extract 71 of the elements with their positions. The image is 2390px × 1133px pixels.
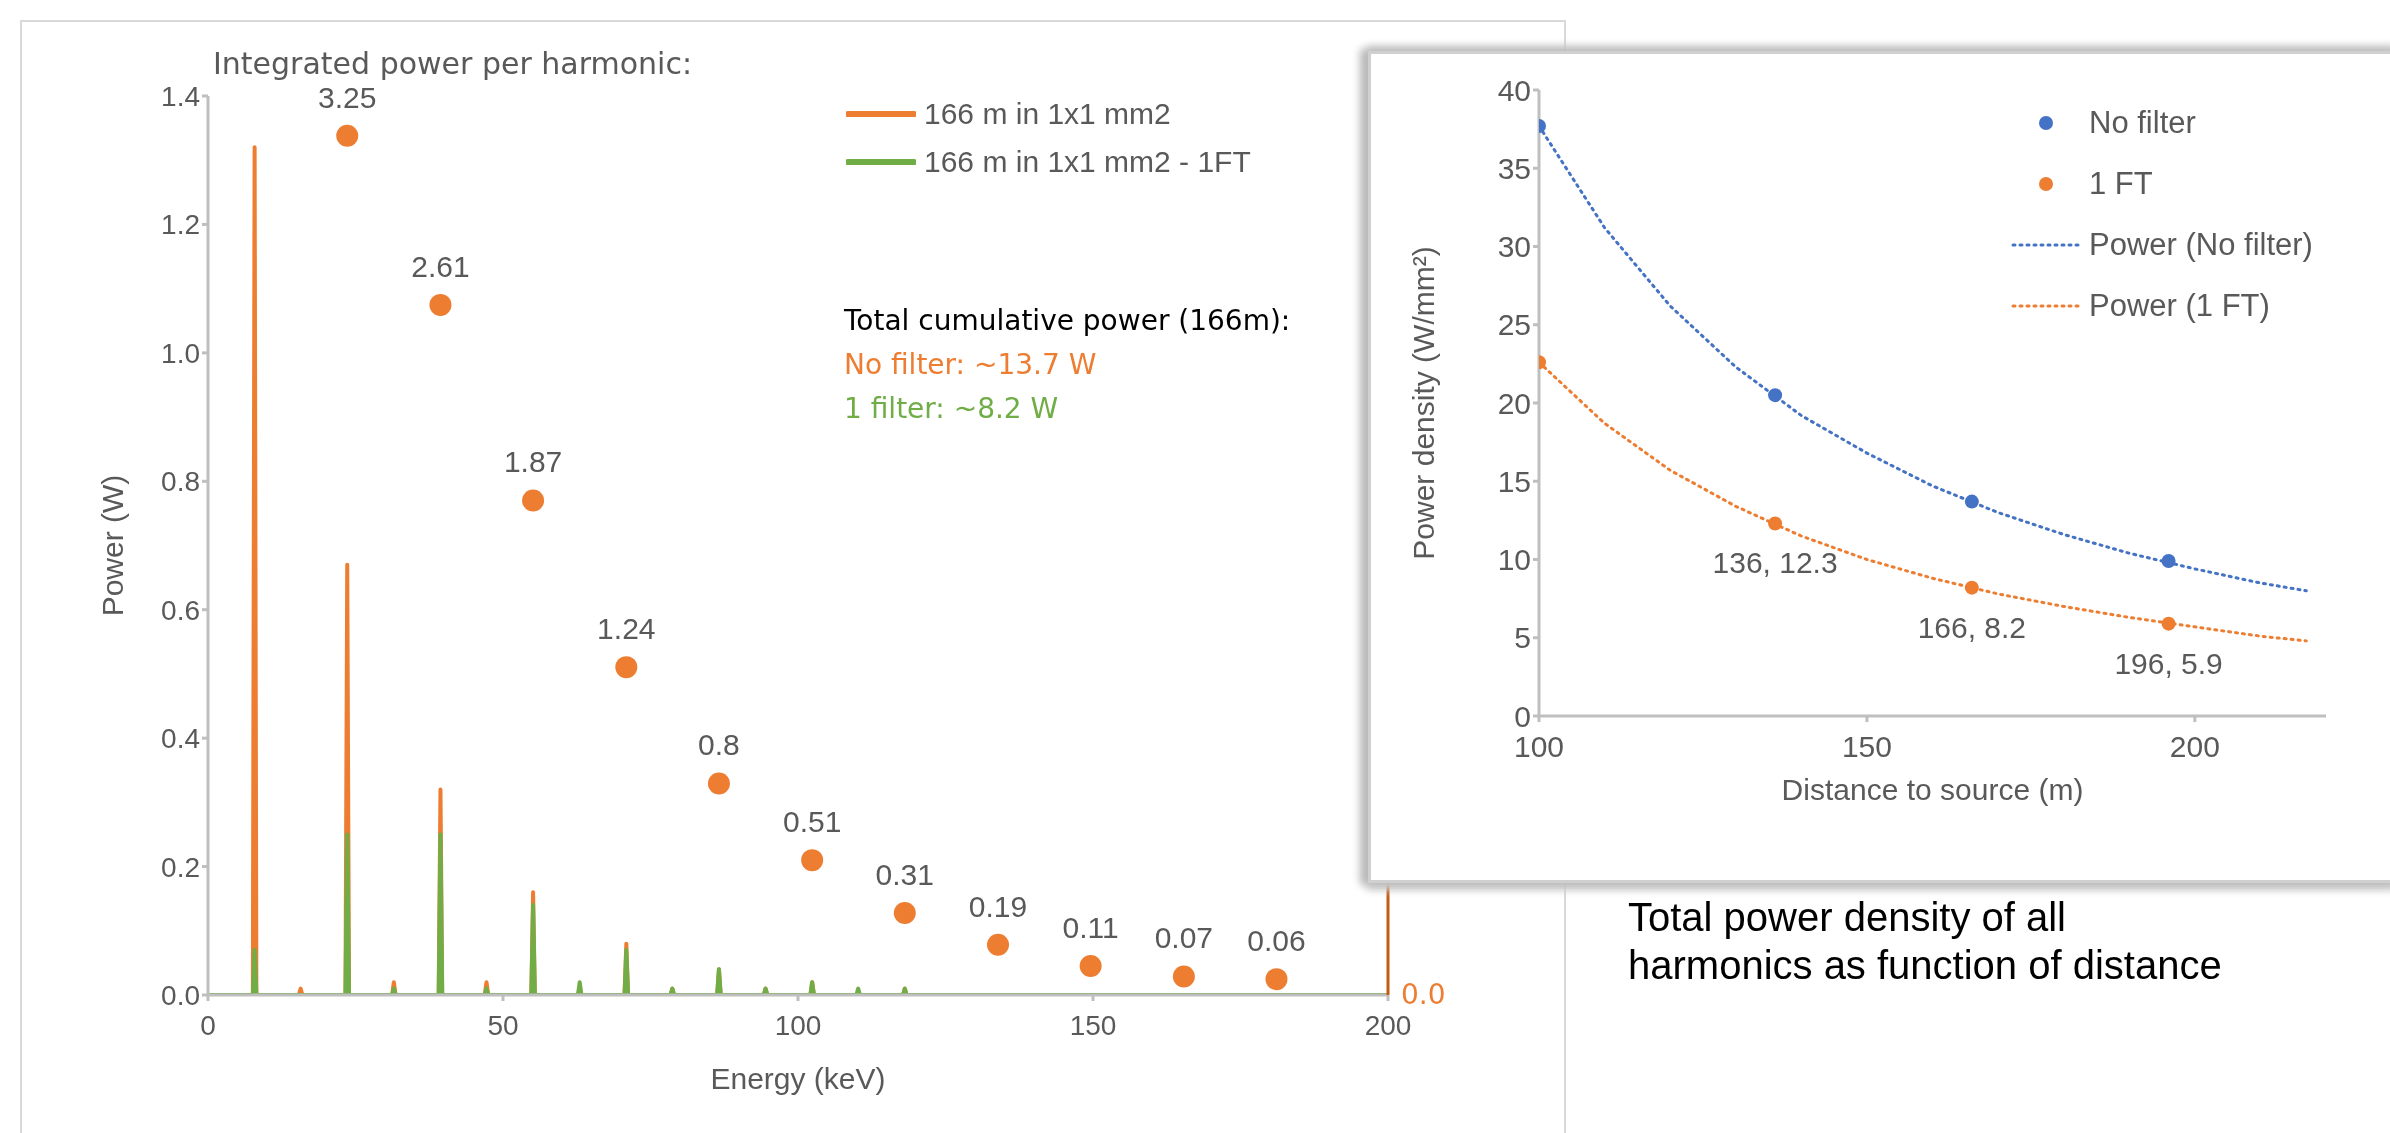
y-tick-label: 0.4: [161, 723, 200, 755]
point: [987, 933, 1010, 956]
data-label: 0.19: [968, 889, 1028, 923]
data-label: 0.8: [698, 728, 740, 762]
y-tick-label: 1.0: [161, 337, 200, 369]
point: [2161, 616, 2176, 631]
x-tick-label: 150: [1069, 1009, 1117, 1041]
data-label: 0.51: [782, 805, 842, 839]
y-tick-label: 20: [1497, 386, 1531, 420]
text: 0.0: [1401, 978, 1446, 1012]
point: [1265, 968, 1288, 991]
point: [1768, 388, 1783, 403]
point: [2161, 554, 2176, 569]
y-tick-label: 0: [1514, 699, 1531, 733]
data-label: 0.31: [875, 857, 934, 891]
data-label: 196, 5.9: [2114, 646, 2223, 680]
data-label: 2.61: [411, 249, 470, 283]
annotation: No filter: ~13.7 W: [844, 348, 1097, 382]
annotation: Total cumulative power (166m):: [844, 304, 1291, 338]
x-tick-label: 150: [1841, 730, 1892, 764]
annotation: 1 filter: ~8.2 W: [844, 392, 1059, 426]
y-tick-label: 1.4: [161, 80, 200, 112]
data-label: 1.87: [503, 445, 563, 479]
data-label: 0.07: [1154, 921, 1214, 955]
y-tick-label: 0.0: [161, 979, 200, 1011]
x-tick-label: 200: [1364, 1009, 1412, 1041]
point: [1768, 516, 1783, 531]
y-axis-title: Power (W): [95, 474, 129, 617]
point: [801, 849, 824, 872]
point: [522, 489, 545, 512]
data-label: 3.25: [318, 80, 377, 114]
y-tick-label: 1.2: [161, 209, 200, 241]
y-tick-label: 0.6: [161, 594, 200, 626]
data-label: 1.24: [597, 612, 656, 646]
text: Total power density of all harmonics as function of distance: [1628, 894, 2223, 989]
point: [429, 293, 452, 316]
y-tick-label: 0.8: [161, 466, 200, 498]
y-tick-label: 15: [1497, 464, 1531, 498]
legend-label: Power (1 FT): [2089, 287, 2270, 324]
point: [615, 656, 638, 679]
data-label: 166, 8.2: [1917, 610, 2027, 644]
x-axis-title: Energy (keV): [710, 1062, 886, 1095]
legend-label: 166 m in 1x1 mm2: [924, 97, 1171, 131]
text: Integrated power per harmonic:: [213, 46, 693, 82]
y-tick-label: 5: [1514, 621, 1531, 655]
y-tick-label: 10: [1497, 543, 1531, 577]
legend-label: 166 m in 1x1 mm2 - 1FT: [924, 145, 1251, 179]
data-label: 0.06: [1247, 924, 1306, 958]
y-axis-title: Power density (W/mm²): [1406, 246, 1440, 560]
data-label: 0.11: [1062, 910, 1119, 944]
legend-label: Power (No filter): [2089, 226, 2313, 263]
data-label: 136, 12.3: [1712, 546, 1838, 580]
point: [1964, 580, 1979, 595]
y-tick-label: 25: [1497, 308, 1531, 342]
point: [893, 902, 916, 925]
point: [707, 772, 730, 795]
point: [1172, 965, 1195, 988]
x-axis-title: Distance to source (m): [1781, 773, 2084, 806]
point: [1964, 494, 1979, 509]
x-tick-label: 50: [487, 1009, 519, 1041]
y-tick-label: 35: [1497, 151, 1531, 185]
point: [1079, 954, 1102, 977]
x-tick-label: 100: [774, 1009, 822, 1041]
point: [336, 124, 359, 147]
y-tick-label: 40: [1497, 73, 1531, 107]
y-tick-label: 30: [1497, 230, 1531, 264]
y-tick-label: 0.2: [161, 851, 200, 883]
x-tick-label: 200: [2169, 730, 2220, 764]
legend-label: No filter: [2089, 104, 2196, 141]
x-tick-label: 100: [1513, 730, 1565, 764]
legend-label: 1 FT: [2089, 165, 2153, 202]
